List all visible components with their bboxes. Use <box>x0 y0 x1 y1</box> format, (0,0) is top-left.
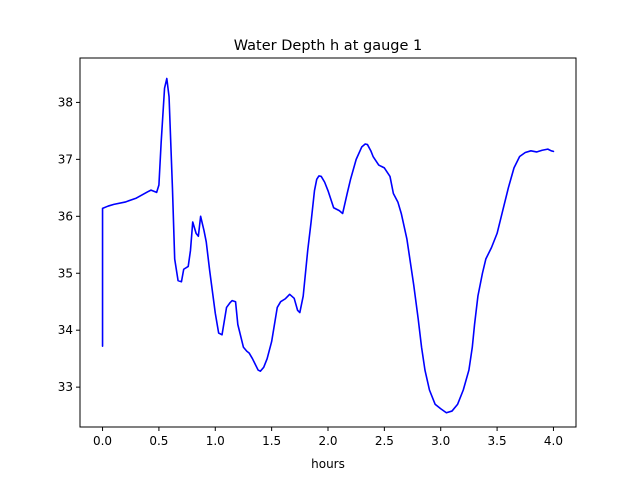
x-tick-label: 3.5 <box>488 434 507 448</box>
y-tick-label: 38 <box>58 95 73 109</box>
series-line-0 <box>101 77 555 414</box>
x-axis-label: hours <box>311 457 345 471</box>
x-tick-label: 1.0 <box>206 434 225 448</box>
x-tick-label: 2.0 <box>318 434 337 448</box>
y-tick-label: 35 <box>58 266 73 280</box>
plot-area <box>101 77 555 414</box>
x-tick-label: 2.5 <box>375 434 394 448</box>
x-tick-label: 0.0 <box>93 434 112 448</box>
y-tick-label: 34 <box>58 323 73 337</box>
x-tick-label: 0.5 <box>149 434 168 448</box>
y-tick-label: 36 <box>58 209 73 223</box>
axes: 0.0 0.5 1.0 1.5 2.0 2.5 3.0 3.5 4.0 33 34 35 36 37 38 <box>58 57 577 448</box>
y-tick-label: 33 <box>58 380 73 394</box>
x-tick-label: 1.5 <box>262 434 281 448</box>
chart-title: Water Depth h at gauge 1 <box>234 38 422 54</box>
x-tick-label: 3.0 <box>431 434 450 448</box>
y-tick-label: 37 <box>58 152 73 166</box>
x-tick-label: 4.0 <box>544 434 563 448</box>
